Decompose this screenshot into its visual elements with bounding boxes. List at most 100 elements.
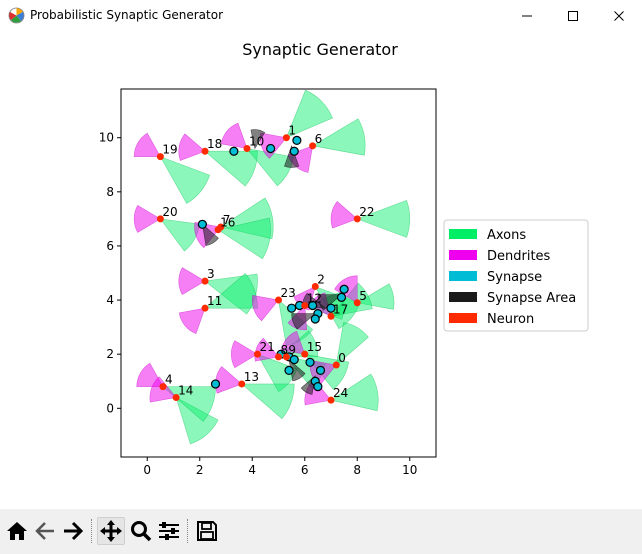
y-tick-label: 2	[106, 347, 114, 361]
synapse-point	[339, 284, 349, 294]
neuron-point	[156, 215, 164, 223]
synapse-area-wedge	[201, 223, 219, 246]
legend-box	[443, 219, 589, 332]
neurons-layer	[156, 134, 361, 404]
maximize-button[interactable]	[550, 0, 596, 31]
x-tick-label: 6	[301, 463, 309, 477]
dendrite-wedge	[178, 267, 206, 296]
legend-label: Dendrites	[487, 249, 551, 264]
axon-wedge	[356, 199, 410, 238]
dendrite-wedge	[254, 337, 280, 362]
legend-swatch	[449, 250, 477, 260]
x-tick-label: 8	[353, 463, 361, 477]
y-tick-label: 8	[106, 185, 114, 199]
close-button[interactable]	[596, 0, 642, 31]
y-tick-label: 4	[106, 293, 114, 307]
neuron-point	[275, 353, 282, 361]
sliders-icon	[159, 522, 179, 540]
neuron-label: 1	[288, 124, 296, 138]
neuron-label: 14	[178, 383, 193, 397]
neuron-point	[243, 145, 251, 153]
neuron-point	[353, 215, 361, 223]
y-tick-label: 6	[106, 239, 114, 253]
neuron-label: 21	[260, 340, 275, 354]
x-tick-label: 2	[196, 463, 204, 477]
zoom-icon	[131, 521, 152, 542]
close-icon	[614, 10, 624, 21]
toolbar-separator	[187, 519, 189, 543]
x-tick-label: 0	[143, 463, 151, 477]
title-bar[interactable]: Probabilistic Synaptic Generator	[0, 0, 642, 31]
axon-wedge	[175, 396, 219, 445]
neuron-label: 22	[359, 205, 374, 219]
save-icon	[197, 521, 217, 541]
synapse-point	[210, 379, 221, 389]
back-button[interactable]	[31, 517, 59, 545]
neuron-label: 19	[162, 143, 177, 157]
y-tick-label: 10	[99, 131, 114, 145]
x-tick-label: 10	[402, 463, 417, 477]
neuron-point	[172, 393, 180, 401]
neuron-label: 6	[315, 132, 323, 146]
neuron-point	[282, 353, 290, 361]
save-button[interactable]	[193, 517, 221, 545]
dendrite-wedge	[231, 340, 259, 369]
synapse-point	[313, 382, 323, 392]
neuron-label: 0	[338, 351, 346, 365]
minimize-icon	[522, 15, 532, 16]
legend-swatch	[449, 271, 477, 281]
minimize-button[interactable]	[504, 0, 550, 31]
neuron-point	[159, 383, 167, 391]
synapse-point	[315, 365, 326, 376]
synapse-point	[289, 146, 299, 156]
axon-wedge	[311, 118, 366, 156]
neuron-label: 13	[244, 370, 259, 384]
legend-label: Axons	[487, 228, 526, 243]
dendrite-wedge	[133, 204, 161, 233]
axon-wedge	[217, 217, 271, 260]
forward-button[interactable]	[59, 517, 87, 545]
axon-wedge	[204, 150, 258, 187]
synapse-point	[287, 303, 297, 313]
synapse-area-wedge	[250, 129, 266, 150]
neuron-point	[353, 299, 361, 307]
neuron-label: 12	[307, 291, 322, 305]
configure-button[interactable]	[155, 517, 183, 545]
axon-wedge	[159, 218, 200, 252]
x-tick-label: 4	[248, 463, 256, 477]
neuron-point	[156, 153, 164, 161]
legend-swatch	[449, 292, 477, 302]
dendrite-wedge	[330, 201, 358, 229]
y-tick-label: 0	[106, 401, 114, 415]
matplotlib-icon	[8, 7, 25, 24]
neuron-label: 8	[281, 343, 289, 357]
legend-swatch	[449, 313, 477, 323]
legend-label: Synapse Area	[487, 291, 576, 306]
synapse-areas-layer	[201, 129, 343, 395]
synapse-point	[197, 219, 207, 229]
synapse-area-wedge	[288, 358, 306, 382]
synapse-point	[336, 292, 347, 302]
synapse-point	[305, 357, 315, 367]
neuron-label: 20	[162, 205, 177, 219]
synapse-point	[292, 135, 302, 146]
axes-frame	[120, 88, 437, 458]
synapse-point	[229, 146, 239, 156]
navigation-toolbar	[0, 509, 642, 554]
maximize-icon	[568, 10, 578, 21]
synapse-point	[326, 303, 336, 313]
axon-wedge	[219, 197, 274, 240]
zoom-button[interactable]	[127, 517, 155, 545]
dendrite-wedge	[251, 295, 280, 322]
neuron-label: 9	[288, 343, 296, 357]
axon-wedge	[330, 373, 379, 412]
neuron-label: 2	[317, 273, 325, 287]
legend-label: Neuron	[487, 312, 534, 327]
dendrite-wedge	[215, 366, 243, 394]
pan-button[interactable]	[97, 517, 125, 545]
home-button[interactable]	[3, 517, 31, 545]
neuron-point	[254, 350, 261, 358]
figure-canvas[interactable]: Synaptic Generator 0 1 2 3 4 5 6 7 8 9 10 11 12 13 14 1…	[0, 31, 642, 509]
